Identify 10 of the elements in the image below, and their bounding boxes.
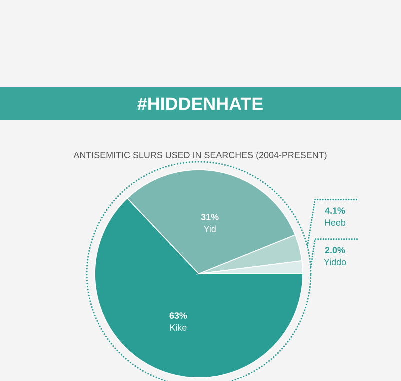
data-label: 4.1%: [325, 208, 346, 214]
slice-label: Kike: [170, 324, 187, 331]
slice-label: Yid: [204, 226, 216, 232]
data-label: 63%: [170, 312, 188, 319]
slice-label: Heeb: [325, 219, 346, 226]
data-label: 2.0%: [325, 247, 346, 254]
chart-subtitle: ANTISEMITIC SLURS USED IN SEARCHES (2004-PRESENT): [74, 152, 327, 160]
data-label: 31%: [201, 214, 219, 220]
slice-label: Yiddo: [324, 258, 346, 266]
chart-title: #HIDDENHATE: [138, 98, 263, 110]
